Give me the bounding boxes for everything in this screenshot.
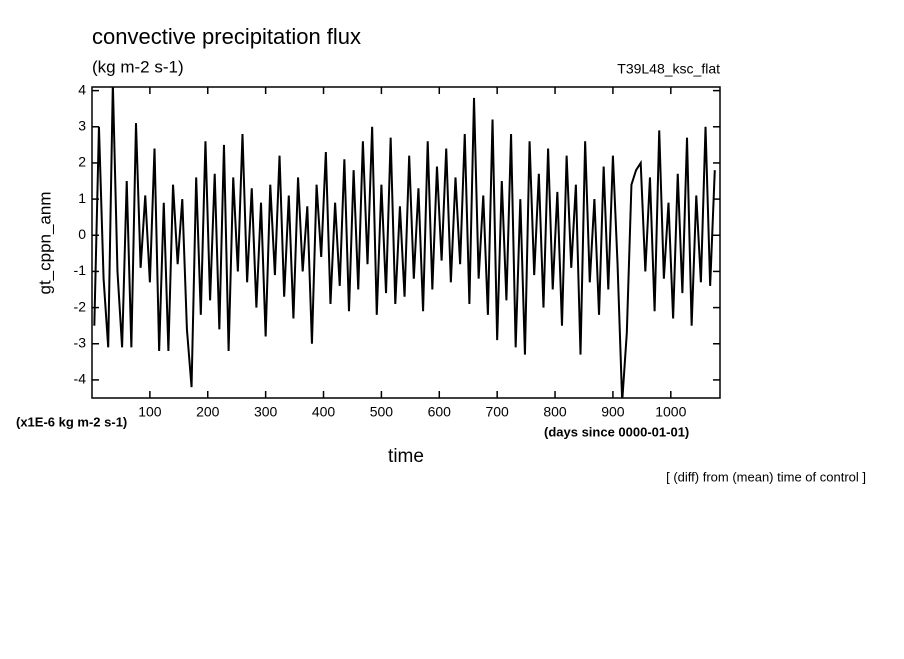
x-tick-label: 1000 [655,404,686,420]
x-tick-label: 800 [543,404,567,420]
y-tick-label: 3 [78,117,86,133]
plot-frame [91,86,721,399]
x-tick-label: 200 [196,404,220,420]
chart-title: convective precipitation flux [92,24,361,49]
data-line [93,87,716,398]
x-tick-label: 400 [312,404,336,420]
y-tick-label: 2 [78,154,86,170]
y-tick-label: 1 [78,190,86,206]
y-tick-label: -3 [74,334,87,350]
y-tick-label: -1 [74,262,87,278]
y-tick-label: -2 [74,298,87,314]
y-axis-label: gt_cppn_anm [35,191,54,294]
annotation: [ (diff) from (mean) time of control ] [666,469,866,484]
x-unit: (days since 0000-01-01) [544,424,689,439]
y-tick-label: 4 [78,81,86,97]
x-tick-label: 300 [254,404,278,420]
y-tick-label: -4 [74,371,87,387]
x-tick-label: 100 [138,404,162,420]
x-axis-label: time [388,446,424,467]
experiment-label: T39L48_ksc_flat [617,61,720,77]
x-tick-label: 500 [370,404,394,420]
x-tick-label: 600 [428,404,452,420]
y-unit: (x1E-6 kg m-2 s-1) [16,414,127,429]
y-tick-label: 0 [78,226,86,242]
chart-subtitle: (kg m-2 s-1) [92,57,184,76]
x-tick-label: 900 [601,404,625,420]
x-tick-label: 700 [485,404,509,420]
